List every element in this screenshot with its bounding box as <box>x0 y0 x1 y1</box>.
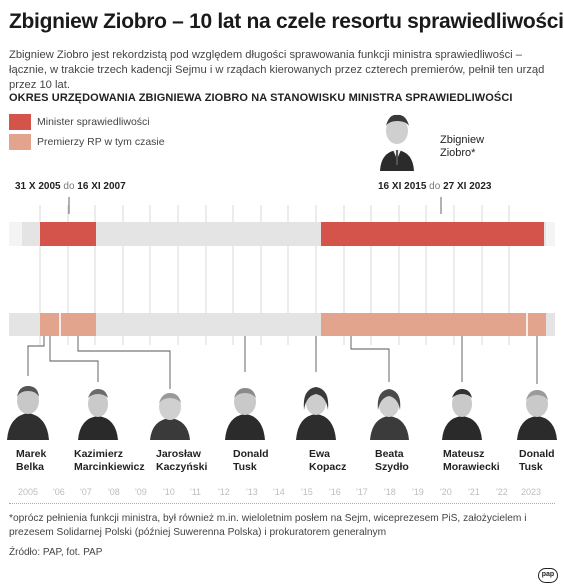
pm-last-name: Morawiecki <box>443 460 500 473</box>
connector-kaczynski <box>77 336 171 389</box>
year-label: '10 <box>163 487 175 497</box>
source-credit: Źródło: PAP, fot. PAP <box>9 547 103 558</box>
year-label: '09 <box>135 487 147 497</box>
period-2-end: 27 XI 2023 <box>443 181 492 192</box>
minister-track-fade-left <box>9 222 22 246</box>
premier-bar-period-1 <box>40 313 96 336</box>
pm-last-name: Tusk <box>519 460 543 473</box>
period-1-end: 16 XI 2007 <box>77 181 126 192</box>
connector-marcinkiewicz <box>49 336 99 382</box>
premier-bar-period-2 <box>321 313 546 336</box>
minister-bar-period-2 <box>321 222 544 246</box>
pm-first-name: Kazimierz <box>74 448 124 460</box>
premier-connectors <box>27 336 538 389</box>
portrait-kaczynski <box>150 393 190 440</box>
year-label: '07 <box>80 487 92 497</box>
section-heading: OKRES URZĘDOWANIA ZBIGNIEWA ZIOBRO NA ST… <box>9 92 513 104</box>
year-label: '08 <box>108 487 120 497</box>
period-label-1: 31 X 2005 do 16 XI 2007 <box>15 181 126 192</box>
connector-belka <box>27 336 45 376</box>
portrait-belka <box>7 386 49 440</box>
ziobro-last-name: Ziobro* <box>440 147 476 159</box>
pm-last-name: Szydło <box>375 460 409 473</box>
portrait-tusk-2 <box>517 390 557 440</box>
year-label: '21 <box>468 487 480 497</box>
pm-name-szydlo: Beata Szydło <box>375 448 409 473</box>
pm-name-marcinkiewicz: Kazimierz Marcinkiewicz <box>74 448 145 473</box>
ziobro-portrait <box>380 114 414 171</box>
minister-bar-period-1 <box>40 222 96 246</box>
period-2-start: 16 XI 2015 <box>378 181 427 192</box>
minister-track-fade-right <box>546 222 555 246</box>
legend-swatch-premier <box>9 134 31 150</box>
year-label: '06 <box>53 487 65 497</box>
pap-logo: pap <box>538 568 558 583</box>
portrait-morawiecki <box>442 389 482 440</box>
year-label: '17 <box>356 487 368 497</box>
premier-track-row <box>9 313 555 336</box>
year-label: '18 <box>384 487 396 497</box>
footnote: *oprócz pełnienia funkcji ministra, był … <box>9 513 527 538</box>
pm-last-name: Marcinkiewicz <box>74 460 145 473</box>
pm-name-belka: Marek Belka <box>16 448 46 473</box>
year-label: '11 <box>190 487 202 497</box>
year-label: 2005 <box>18 487 39 497</box>
period-2-separator: do <box>429 181 441 192</box>
portrait-tusk-1 <box>225 388 265 440</box>
pm-last-name: Tusk <box>233 460 257 473</box>
pm-last-name: Kaczyński <box>156 460 208 473</box>
legend-swatch-minister <box>9 114 31 130</box>
footnote-divider <box>9 503 555 504</box>
pm-name-tusk-2: Donald Tusk <box>519 448 555 473</box>
pm-name-tusk-1: Donald Tusk <box>233 448 269 473</box>
minister-track-row <box>9 222 555 246</box>
year-label: '14 <box>273 487 285 497</box>
connector-szydlo <box>350 336 390 382</box>
portrait-kopacz <box>296 387 336 440</box>
year-label: '12 <box>218 487 230 497</box>
ziobro-label: Zbigniew Ziobro* <box>440 134 484 160</box>
legend-label-minister: Minister sprawiedliwości <box>37 116 150 128</box>
year-label: '20 <box>440 487 452 497</box>
pm-last-name: Belka <box>16 460 45 473</box>
pm-name-morawiecki: Mateusz Morawiecki <box>443 448 500 473</box>
year-label: '19 <box>412 487 424 497</box>
pm-first-name: Marek <box>16 448 47 460</box>
portrait-marcinkiewicz <box>78 389 118 440</box>
pm-last-name: Kopacz <box>309 460 347 473</box>
subtitle: Zbigniew Ziobro jest rekordzistą pod wzg… <box>9 49 545 91</box>
year-label: 2023 <box>521 487 542 497</box>
pm-first-name: Mateusz <box>443 448 485 460</box>
period-1-start: 31 X 2005 <box>15 181 61 192</box>
period-1-separator: do <box>63 181 75 192</box>
period-label-2: 16 XI 2015 do 27 XI 2023 <box>378 181 491 192</box>
portrait-szydlo <box>370 389 409 440</box>
pm-name-kaczynski: Jarosław Kaczyński <box>156 448 207 473</box>
year-label: '22 <box>496 487 508 497</box>
year-label: '15 <box>301 487 313 497</box>
ziobro-first-name: Zbigniew <box>440 134 485 146</box>
pm-first-name: Donald <box>519 448 555 460</box>
pm-name-kopacz: Ewa Kopacz <box>309 448 346 473</box>
pm-first-name: Donald <box>233 448 269 460</box>
pm-first-name: Ewa <box>309 448 331 460</box>
page-title: Zbigniew Ziobro – 10 lat na czele resort… <box>9 10 564 33</box>
legend-label-premier: Premierzy RP w tym czasie <box>37 136 165 148</box>
year-label: '16 <box>329 487 341 497</box>
pm-first-name: Beata <box>375 448 404 460</box>
pm-first-name: Jarosław <box>156 448 201 460</box>
year-label: '13 <box>246 487 258 497</box>
